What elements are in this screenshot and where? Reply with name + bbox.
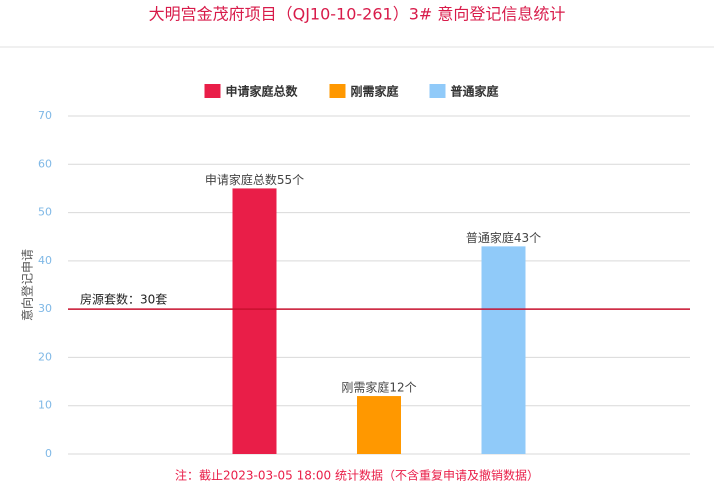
- data-label: 申请家庭总数55个: [205, 172, 304, 187]
- y-tick-label: 60: [38, 157, 52, 170]
- y-tick-label: 0: [45, 447, 52, 460]
- y-tick-label: 10: [38, 399, 52, 412]
- bar: [232, 188, 277, 454]
- legend-label: 普通家庭: [451, 84, 499, 99]
- y-tick-label: 20: [38, 350, 52, 363]
- bar: [357, 396, 401, 454]
- bar: [481, 246, 526, 454]
- y-tick-label: 30: [38, 302, 52, 315]
- y-tick-label: 50: [38, 206, 52, 219]
- legend-swatch: [329, 84, 346, 98]
- data-label: 刚需家庭12个: [341, 380, 416, 395]
- chart-title: 大明宫金茂府项目（QJ10-10-261）3# 意向登记信息统计: [149, 5, 566, 24]
- legend-swatch: [429, 84, 446, 98]
- footnote: 注：截止2023-03-05 18:00 统计数据（不含重复申请及撤销数据）: [175, 468, 539, 483]
- reference-label: 房源套数：30套: [80, 292, 167, 307]
- data-label: 普通家庭43个: [466, 230, 541, 245]
- y-tick-label: 40: [38, 254, 52, 267]
- y-axis-label: 意向登记申请: [20, 249, 35, 321]
- y-tick-label: 70: [38, 109, 52, 122]
- legend-label: 申请家庭总数: [226, 84, 299, 99]
- legend-label: 刚需家庭: [351, 84, 399, 99]
- legend-swatch: [204, 84, 221, 98]
